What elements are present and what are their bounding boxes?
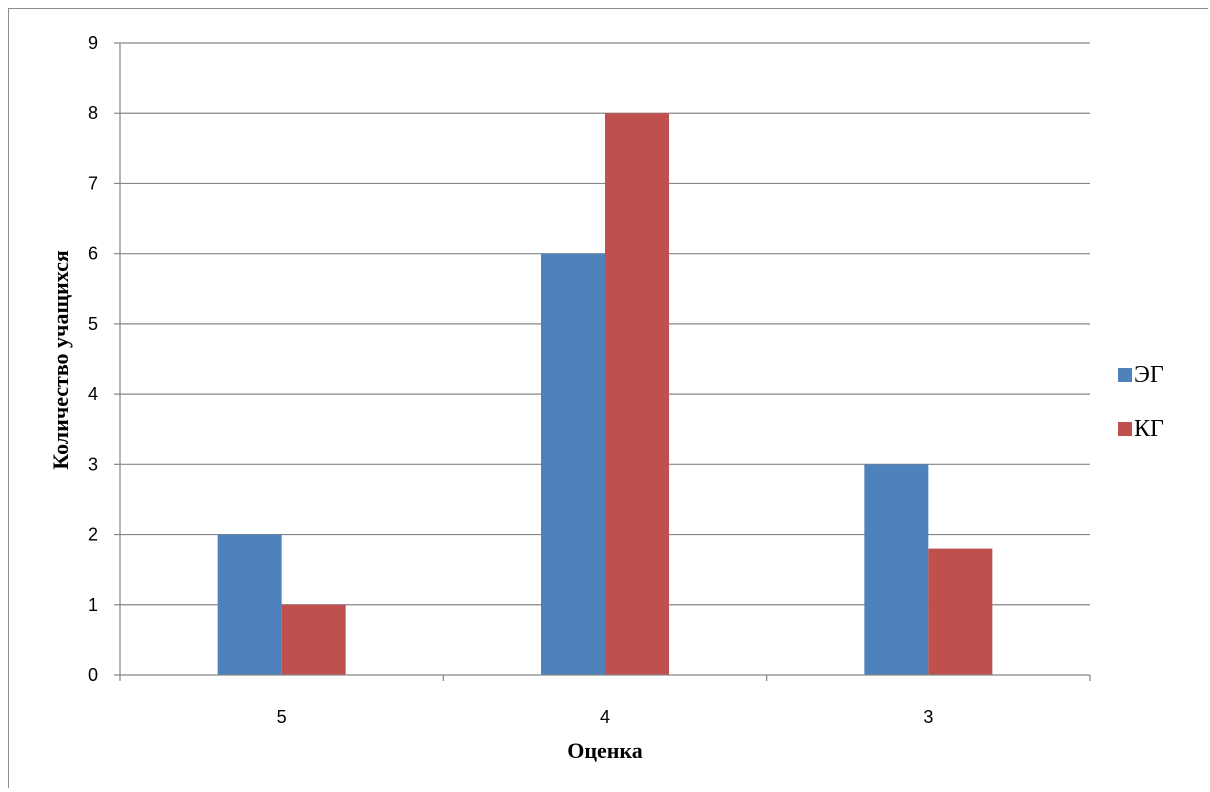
y-tick-label: 6 (88, 244, 98, 264)
legend-swatch-ЭГ (1118, 368, 1132, 382)
y-tick-label: 8 (88, 103, 98, 123)
x-axis-title: Оценка (567, 738, 643, 763)
legend-label: КГ (1134, 416, 1164, 442)
y-tick-label: 5 (88, 314, 98, 334)
bar-КГ-4 (605, 113, 669, 675)
y-tick-labels: 0 1 2 3 4 5 6 7 8 9 (88, 33, 98, 685)
y-tick-label: 2 (88, 525, 98, 545)
x-tick-label: 3 (923, 707, 933, 727)
bar-КГ-3 (928, 548, 993, 675)
y-tick-label: 1 (88, 595, 98, 615)
y-tick-label: 4 (88, 384, 98, 404)
legend: ЭГ КГ (1118, 362, 1164, 442)
axes (114, 42, 1091, 681)
y-tick-label: 0 (88, 665, 98, 685)
bars (217, 113, 993, 675)
bar-ЭГ-3 (864, 464, 929, 675)
bar-ЭГ-5 (217, 534, 282, 675)
x-tick-labels: 5 4 3 (277, 707, 934, 727)
y-tick-label: 9 (88, 33, 98, 53)
legend-swatch-КГ (1118, 422, 1132, 436)
legend-label: ЭГ (1134, 362, 1164, 388)
y-tick-label: 3 (88, 454, 98, 474)
bar-ЭГ-4 (541, 253, 605, 675)
y-axis-title: Количество учащихся (48, 250, 73, 470)
y-tick-label: 7 (88, 173, 98, 193)
x-tick-label: 5 (277, 707, 287, 727)
bar-КГ-5 (281, 604, 346, 675)
x-tick-label: 4 (600, 707, 610, 727)
